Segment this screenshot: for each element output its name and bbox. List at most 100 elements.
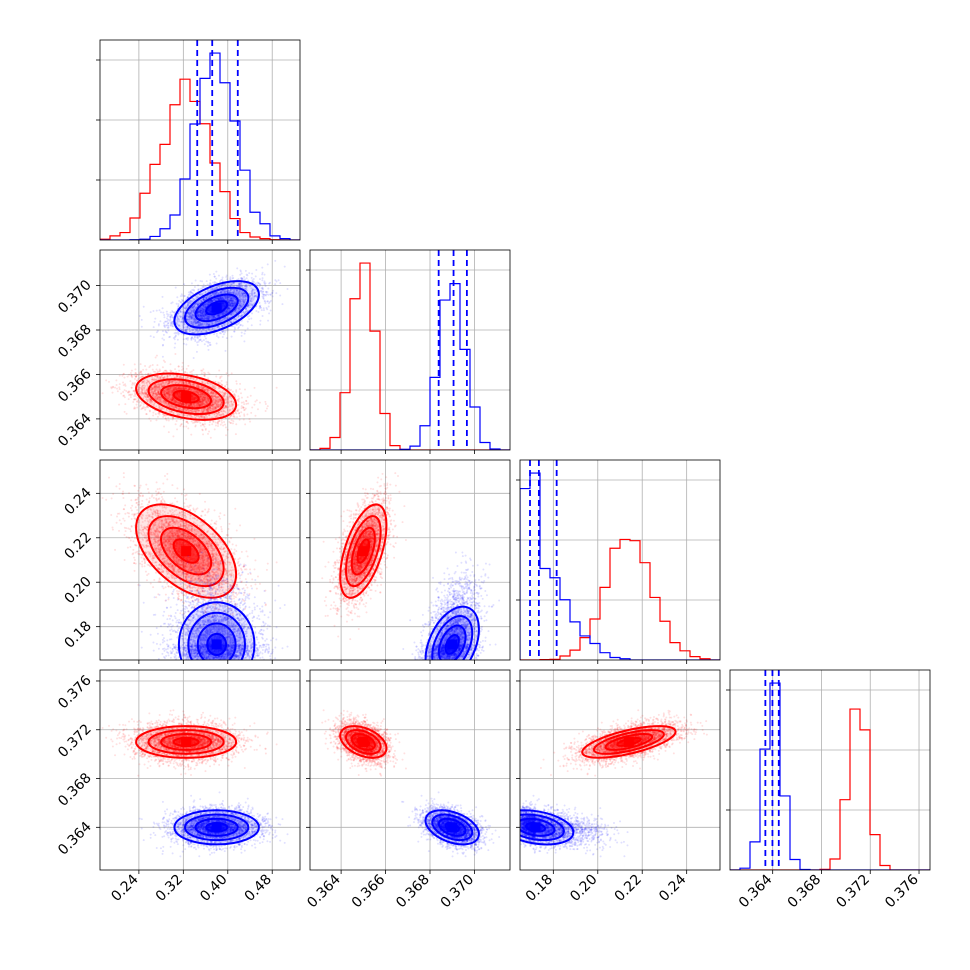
sample-point — [167, 394, 170, 397]
sample-point — [156, 398, 159, 401]
sample-point — [200, 372, 203, 375]
sample-point — [229, 408, 232, 411]
sample-point — [171, 399, 174, 402]
sample-point — [158, 413, 161, 416]
sample-point — [200, 402, 203, 405]
sample-point — [205, 408, 208, 411]
sample-point — [168, 390, 171, 393]
sample-point — [167, 405, 170, 408]
sample-point — [191, 416, 194, 419]
sample-point — [221, 408, 224, 411]
sample-point — [166, 388, 169, 391]
sample-point — [173, 406, 176, 409]
sample-point — [218, 420, 221, 423]
sample-point — [197, 393, 200, 396]
sample-point — [178, 386, 181, 389]
sample-point — [218, 414, 221, 417]
sample-point — [226, 406, 229, 409]
sample-point — [214, 395, 217, 398]
sample-point — [179, 402, 182, 405]
sample-point — [209, 393, 212, 396]
sample-point — [166, 382, 169, 385]
sample-point — [206, 398, 209, 401]
sample-point — [214, 396, 217, 399]
sample-point — [156, 375, 159, 378]
sample-point — [251, 406, 254, 409]
sample-point — [129, 393, 132, 396]
sample-point — [202, 424, 205, 427]
sample-point — [176, 428, 179, 431]
sample-point — [129, 371, 132, 374]
sample-point — [166, 383, 169, 386]
sample-point — [189, 403, 192, 406]
sample-point — [219, 403, 222, 406]
sample-point — [203, 343, 206, 346]
sample-point — [152, 310, 155, 313]
sample-point — [212, 392, 215, 395]
sample-point — [242, 418, 245, 421]
sample-point — [199, 404, 202, 407]
sample-point — [206, 410, 209, 413]
sample-point — [152, 387, 155, 390]
sample-point — [191, 405, 194, 408]
sample-point — [228, 395, 231, 398]
sample-point — [212, 401, 215, 404]
sample-point — [133, 398, 136, 401]
sample-point — [178, 386, 181, 389]
sample-point — [132, 382, 135, 385]
sample-point — [216, 399, 219, 402]
sample-point — [193, 402, 196, 405]
sample-point — [242, 406, 245, 409]
sample-point — [146, 393, 149, 396]
sample-point — [199, 402, 202, 405]
sample-point — [275, 292, 278, 295]
sample-point — [206, 389, 209, 392]
sample-point — [166, 397, 169, 400]
sample-point — [218, 419, 221, 422]
sample-point — [187, 410, 190, 413]
sample-point — [129, 394, 132, 397]
sample-point — [253, 386, 256, 389]
sample-point — [245, 402, 248, 405]
sample-point — [224, 423, 227, 426]
sample-point — [179, 402, 182, 405]
sample-point — [155, 375, 158, 378]
sample-point — [172, 411, 175, 414]
sample-point — [171, 404, 174, 407]
sample-point — [157, 395, 160, 398]
sample-point — [200, 400, 203, 403]
sample-point — [172, 389, 175, 392]
sample-point — [115, 384, 118, 387]
sample-point — [214, 407, 217, 410]
sample-point — [240, 401, 243, 404]
sample-point — [218, 390, 221, 393]
sample-point — [136, 400, 139, 403]
sample-point — [189, 382, 192, 385]
sample-point — [181, 402, 184, 405]
sample-point — [213, 405, 216, 408]
sample-point — [146, 394, 149, 397]
sample-point — [283, 265, 286, 268]
sample-point — [174, 400, 177, 403]
sample-point — [192, 421, 195, 424]
sample-point — [130, 386, 133, 389]
sample-point — [213, 394, 216, 397]
sample-point — [174, 376, 177, 379]
sample-point — [146, 396, 149, 399]
sample-point — [142, 368, 145, 371]
sample-point — [211, 403, 214, 406]
sample-point — [180, 387, 183, 390]
sample-point — [158, 393, 161, 396]
sample-point — [162, 414, 165, 417]
sample-point — [215, 277, 218, 280]
sample-point — [203, 425, 206, 428]
sample-point — [239, 392, 242, 395]
sample-point — [232, 400, 235, 403]
sample-point — [170, 369, 173, 372]
sample-point — [122, 372, 125, 375]
sample-point — [205, 408, 208, 411]
sample-point — [171, 396, 174, 399]
sample-point — [237, 408, 240, 411]
sample-point — [230, 400, 233, 403]
